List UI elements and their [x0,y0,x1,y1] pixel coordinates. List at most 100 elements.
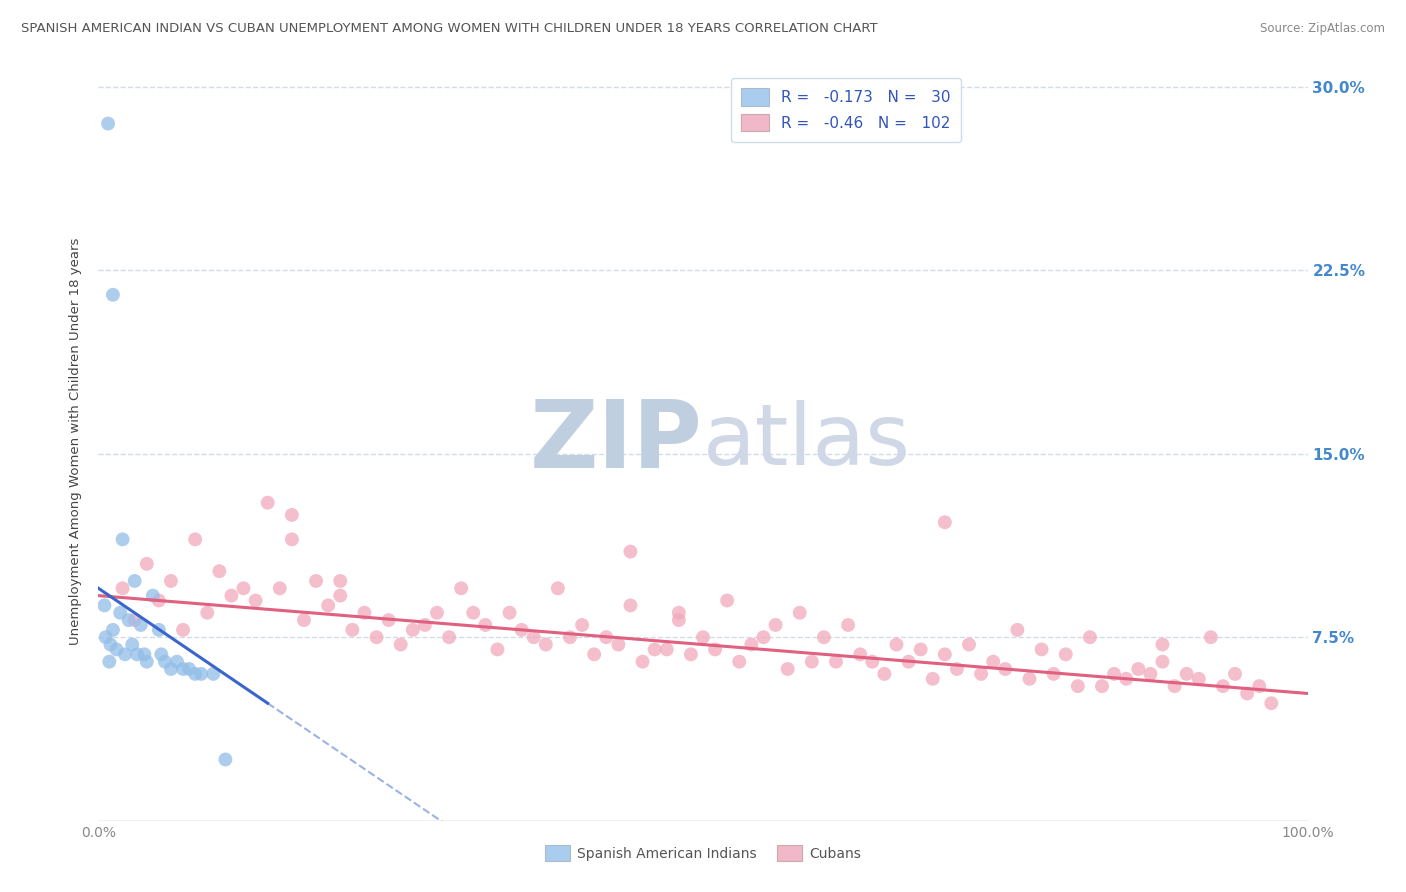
Point [150,648,173,662]
Point [305,574,328,588]
Point [450,582,472,596]
Point [111,533,134,547]
Point [655,642,678,657]
Point [886,638,908,652]
Point [510,623,533,637]
Point [595,630,617,644]
Point [101,287,124,301]
Point [124,574,146,588]
Point [114,648,136,662]
Point [1236,686,1258,700]
Point [981,655,1004,669]
Point [214,752,236,766]
Point [994,662,1017,676]
Legend: Spanish American Indians, Cubans: Spanish American Indians, Cubans [540,839,866,867]
Point [668,613,690,627]
Point [1152,655,1174,669]
Point [498,606,520,620]
Point [184,666,207,681]
Point [221,589,243,603]
Text: ZIP: ZIP [530,395,703,488]
Point [897,655,920,669]
Point [127,648,149,662]
Point [135,557,157,571]
Point [934,648,956,662]
Point [245,593,267,607]
Point [571,618,593,632]
Point [1078,630,1101,644]
Point [692,630,714,644]
Point [129,618,152,632]
Point [1152,638,1174,652]
Point [426,606,449,620]
Point [1223,666,1246,681]
Point [921,672,943,686]
Point [547,582,569,596]
Point [292,613,315,627]
Point [789,606,811,620]
Point [98,655,121,669]
Point [100,638,122,652]
Point [148,593,170,607]
Point [837,618,859,632]
Point [860,655,883,669]
Point [166,655,188,669]
Point [1128,662,1150,676]
Point [934,515,956,529]
Point [946,662,969,676]
Point [97,117,120,131]
Point [825,655,848,669]
Point [160,662,183,676]
Point [486,642,509,657]
Point [534,638,557,652]
Point [184,533,207,547]
Point [135,655,157,669]
Text: SPANISH AMERICAN INDIAN VS CUBAN UNEMPLOYMENT AMONG WOMEN WITH CHILDREN UNDER 18: SPANISH AMERICAN INDIAN VS CUBAN UNEMPLO… [21,22,877,36]
Point [1139,666,1161,681]
Point [108,606,131,620]
Point [716,593,738,607]
Point [208,564,231,578]
Point [190,666,212,681]
Point [668,606,690,620]
Point [316,599,339,613]
Point [1199,630,1222,644]
Point [813,630,835,644]
Point [329,589,352,603]
Point [970,666,993,681]
Point [619,544,641,558]
Point [377,613,399,627]
Point [474,618,496,632]
Point [1260,696,1282,710]
Point [195,606,218,620]
Point [134,648,156,662]
Point [740,638,762,652]
Point [1091,679,1114,693]
Point [619,599,641,613]
Point [910,642,932,657]
Point [179,662,201,676]
Point [1054,648,1077,662]
Point [558,630,581,644]
Point [873,666,896,681]
Point [523,630,546,644]
Point [1102,666,1125,681]
Point [1031,642,1053,657]
Point [1115,672,1137,686]
Text: atlas: atlas [703,400,911,483]
Point [118,613,141,627]
Point [105,642,128,657]
Point [1018,672,1040,686]
Point [353,606,375,620]
Point [93,599,115,613]
Y-axis label: Unemployment Among Women with Children Under 18 years: Unemployment Among Women with Children U… [69,238,83,645]
Point [752,630,775,644]
Point [957,638,980,652]
Point [124,613,146,627]
Point [1188,672,1211,686]
Point [329,574,352,588]
Point [342,623,364,637]
Point [281,533,304,547]
Point [463,606,485,620]
Point [1067,679,1090,693]
